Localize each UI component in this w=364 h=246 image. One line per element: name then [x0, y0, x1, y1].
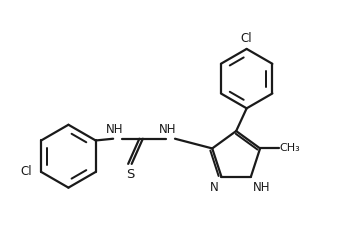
- Text: Cl: Cl: [21, 165, 32, 178]
- Text: NH: NH: [106, 123, 124, 136]
- Text: NH: NH: [253, 181, 270, 194]
- Text: Cl: Cl: [241, 32, 253, 45]
- Text: N: N: [210, 181, 218, 194]
- Text: CH₃: CH₃: [279, 143, 300, 154]
- Text: NH: NH: [159, 123, 176, 136]
- Text: S: S: [126, 169, 134, 182]
